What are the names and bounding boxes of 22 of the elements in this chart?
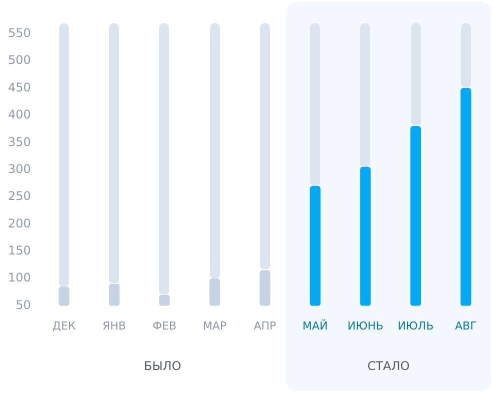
y-tick-label: 150 — [8, 244, 31, 258]
y-tick-label: 500 — [8, 53, 31, 68]
x-tick-label: ЯНВ — [102, 319, 126, 332]
x-tick-label: МАР — [202, 319, 227, 332]
y-tick-label: 50 — [16, 298, 31, 312]
y-tick-label: 250 — [8, 189, 31, 204]
text: БЫЛО — [144, 359, 182, 374]
x-tick-label: АВГ — [454, 319, 478, 332]
y-tick-label: 400 — [8, 108, 31, 122]
y-tick-label: 100 — [8, 270, 31, 285]
x-tick-label: ДЕК — [52, 319, 76, 332]
x-tick-label: ИЮНЬ — [347, 319, 384, 332]
y-tick-label: 550 — [8, 26, 31, 40]
x-tick-label: МАЙ — [302, 318, 328, 332]
y-tick-label: 350 — [8, 134, 31, 149]
y-tick-label: 300 — [8, 162, 31, 176]
band-label: СТАЛО — [367, 359, 410, 374]
x-tick-label: ИЮЛЬ — [398, 319, 434, 332]
x-tick-label: ФЕВ — [152, 319, 176, 332]
y-tick-label: 200 — [8, 216, 31, 230]
y-tick-label: 450 — [8, 80, 31, 94]
x-tick-label: АПР — [254, 319, 277, 332]
